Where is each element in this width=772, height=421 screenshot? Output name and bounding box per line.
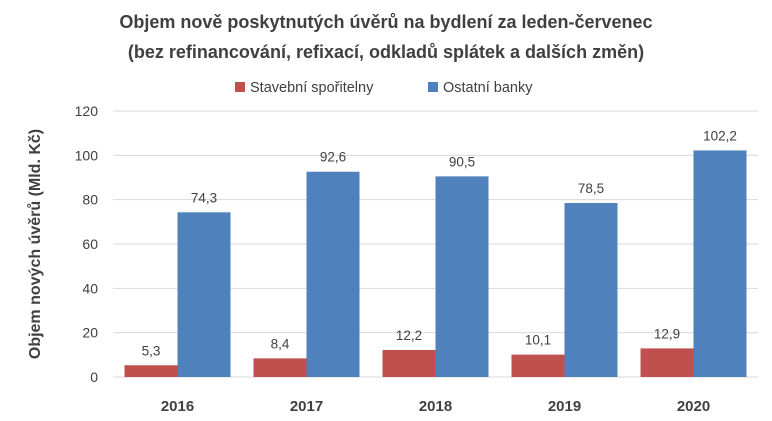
legend-label-ostatni: Ostatní banky [443, 80, 533, 96]
y-tick-label: 0 [90, 369, 98, 385]
data-label: 102,2 [703, 128, 737, 143]
bar-ostatni-2016 [177, 212, 231, 377]
x-tick-label: 2016 [161, 398, 194, 415]
bars [124, 150, 747, 377]
data-labels: 5,3 74,3 8,4 92,6 12,2 90,5 10,1 78,5 12,9 102,2 [142, 128, 737, 358]
y-tick-label: 60 [82, 236, 98, 252]
legend-swatch-ostatni [428, 82, 438, 92]
bar-stavebni-2020 [640, 348, 694, 377]
bar-stavebni-2017 [253, 358, 307, 377]
data-label: 12,9 [654, 326, 680, 341]
x-tick-label: 2018 [419, 398, 452, 415]
x-axis-ticks: 2016 2017 2018 2019 2020 [161, 398, 710, 415]
data-label: 78,5 [578, 181, 604, 196]
data-label: 90,5 [449, 154, 475, 169]
y-tick-label: 20 [82, 325, 98, 341]
y-tick-label: 80 [82, 192, 98, 208]
chart-title-line-2: (bez refinancování, refixací, odkladů sp… [128, 42, 644, 62]
data-label: 12,2 [396, 328, 422, 343]
y-tick-label: 120 [75, 103, 99, 119]
bar-ostatni-2020 [693, 150, 747, 377]
x-tick-label: 2017 [290, 398, 323, 415]
bar-ostatni-2019 [564, 202, 618, 377]
bar-stavebni-2016 [124, 365, 178, 377]
legend-swatch-stavebni [235, 82, 245, 92]
data-label: 92,6 [320, 150, 346, 165]
legend-label-stavebni: Stavební spořitelny [250, 80, 374, 96]
y-axis-label: Objem nových úvěrů (Mld. Kč) [27, 129, 44, 359]
data-label: 74,3 [191, 190, 217, 205]
bar-ostatni-2018 [435, 176, 489, 377]
y-axis-ticks: 0 20 40 60 80 100 120 [75, 103, 99, 385]
y-tick-label: 40 [82, 280, 98, 296]
data-label: 8,4 [271, 336, 290, 351]
legend: Stavební spořitelny Ostatní banky [235, 80, 533, 96]
x-tick-label: 2020 [677, 398, 710, 415]
bar-stavebni-2018 [382, 349, 436, 377]
chart-title-line-1: Objem nově poskytnutých úvěrů na bydlení… [119, 12, 652, 32]
y-tick-label: 100 [75, 147, 99, 163]
data-label: 5,3 [142, 343, 161, 358]
bar-stavebni-2019 [511, 354, 565, 377]
data-label: 10,1 [525, 333, 551, 348]
x-tick-label: 2019 [548, 398, 581, 415]
bar-ostatni-2017 [306, 171, 360, 377]
